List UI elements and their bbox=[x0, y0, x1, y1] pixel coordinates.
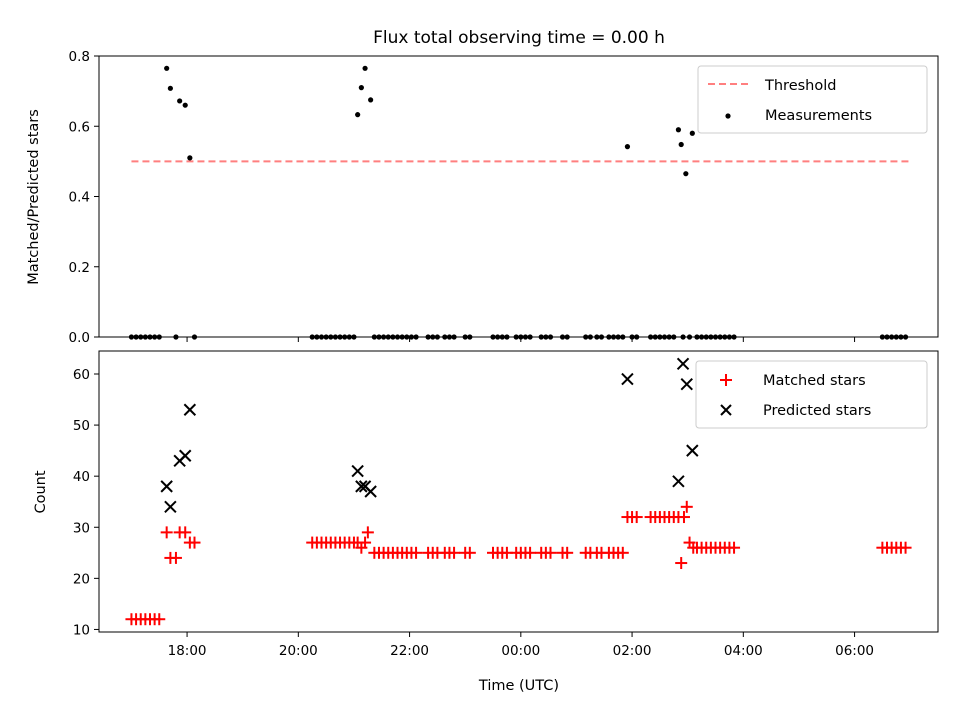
matched-star-point bbox=[680, 500, 693, 513]
ratio-panel: Flux total observing time = 0.00 h 0.00.… bbox=[26, 28, 939, 346]
measurement-point bbox=[187, 155, 193, 161]
predicted-star-point bbox=[179, 449, 192, 462]
top-y-ticks: 0.0 0.2 0.4 0.6 0.8 bbox=[69, 49, 99, 346]
bottom-legend: Matched stars Predicted stars bbox=[695, 360, 928, 429]
matched-star-point bbox=[675, 557, 688, 570]
matched-legend-label: Matched stars bbox=[763, 373, 866, 389]
predicted-stars-series bbox=[160, 357, 699, 514]
measurement-point bbox=[362, 65, 368, 71]
measurement-point bbox=[177, 98, 183, 104]
predicted-star-point bbox=[364, 485, 377, 498]
matched-star-point bbox=[448, 546, 461, 559]
predicted-star-point bbox=[672, 475, 685, 488]
x-tick-label: 02:00 bbox=[613, 643, 652, 659]
matched-legend-swatch bbox=[720, 374, 732, 386]
predicted-legend-label: Predicted stars bbox=[763, 403, 871, 419]
predicted-star-point bbox=[164, 500, 177, 514]
measurements-series bbox=[128, 65, 909, 340]
x-axis-label: Time (UTC) bbox=[478, 678, 559, 694]
matched-star-point bbox=[544, 546, 557, 559]
measurement-point bbox=[167, 85, 173, 91]
matched-star-point bbox=[188, 536, 201, 549]
matched-star-point bbox=[410, 546, 423, 559]
measurement-point bbox=[624, 144, 631, 150]
measurements-legend-label: Measurements bbox=[765, 108, 872, 124]
y-tick-label: 0.8 bbox=[69, 49, 90, 65]
matched-star-point bbox=[677, 511, 690, 524]
y-tick-label: 10 bbox=[73, 622, 90, 638]
measurements-legend-swatch bbox=[725, 113, 731, 119]
predicted-star-point bbox=[160, 480, 173, 493]
predicted-star-point bbox=[686, 444, 699, 457]
y-tick-label: 0.0 bbox=[69, 330, 90, 346]
measurement-point bbox=[164, 65, 170, 71]
bottom-legend-box bbox=[695, 360, 928, 429]
measurement-point bbox=[689, 130, 695, 136]
matched-star-point bbox=[359, 536, 372, 549]
matched-star-point bbox=[630, 511, 643, 524]
y-tick-label: 50 bbox=[73, 418, 90, 434]
predicted-legend-swatch bbox=[720, 404, 732, 416]
y-tick-label: 0.6 bbox=[69, 119, 90, 135]
y-tick-label: 20 bbox=[73, 571, 90, 587]
bottom-x-ticks: 18:00 20:00 22:00 00:00 02:00 04:00 06:00 bbox=[168, 632, 874, 659]
top-plot-frame bbox=[98, 55, 939, 338]
top-legend-box bbox=[697, 65, 928, 134]
measurement-point bbox=[683, 171, 689, 177]
predicted-star-point bbox=[351, 464, 364, 478]
count-panel: 10 20 30 40 50 60 18:00 20:00 22:00 00:00 02:00 04… bbox=[33, 350, 939, 694]
measurement-point bbox=[675, 127, 682, 133]
matched-star-point bbox=[160, 526, 173, 539]
top-legend: Threshold Measurements bbox=[697, 65, 928, 134]
chart-title: Flux total observing time = 0.00 h bbox=[373, 28, 665, 48]
measurement-point bbox=[182, 102, 188, 108]
bottom-y-axis-label: Count bbox=[33, 470, 49, 513]
bottom-y-ticks: 10 20 30 40 50 60 bbox=[73, 367, 99, 638]
bottom-plot-frame bbox=[98, 350, 939, 633]
y-tick-label: 0.4 bbox=[69, 190, 90, 206]
matched-star-point bbox=[899, 541, 912, 554]
y-tick-label: 0.2 bbox=[69, 260, 90, 276]
x-tick-label: 04:00 bbox=[724, 643, 763, 659]
predicted-star-point bbox=[676, 357, 690, 370]
measurement-point bbox=[368, 97, 374, 103]
y-tick-label: 30 bbox=[73, 520, 90, 536]
matched-star-point bbox=[361, 526, 374, 539]
measurement-point bbox=[678, 141, 684, 148]
matched-star-point bbox=[153, 613, 166, 626]
x-tick-label: 18:00 bbox=[168, 643, 207, 659]
matched-star-point bbox=[524, 546, 537, 559]
predicted-star-point bbox=[355, 480, 368, 493]
matched-star-point bbox=[561, 546, 574, 559]
threshold-legend-label: Threshold bbox=[764, 78, 836, 94]
predicted-star-point bbox=[680, 378, 693, 391]
x-tick-label: 20:00 bbox=[279, 643, 318, 659]
matched-star-point bbox=[728, 541, 741, 554]
predicted-star-point bbox=[621, 372, 634, 386]
y-tick-label: 40 bbox=[73, 469, 90, 485]
x-tick-label: 00:00 bbox=[501, 643, 540, 659]
top-y-axis-label: Matched/Predicted stars bbox=[26, 109, 42, 285]
x-tick-label: 06:00 bbox=[835, 643, 874, 659]
x-tick-label: 22:00 bbox=[390, 643, 429, 659]
matched-star-point bbox=[463, 546, 476, 559]
y-tick-label: 60 bbox=[73, 367, 90, 383]
matched-star-point bbox=[169, 551, 182, 564]
matched-star-point bbox=[616, 546, 629, 559]
matched-stars-series bbox=[125, 500, 912, 626]
measurement-point bbox=[355, 112, 361, 118]
matched-star-point bbox=[179, 526, 192, 539]
measurement-point bbox=[358, 85, 364, 91]
predicted-star-point bbox=[183, 403, 197, 416]
